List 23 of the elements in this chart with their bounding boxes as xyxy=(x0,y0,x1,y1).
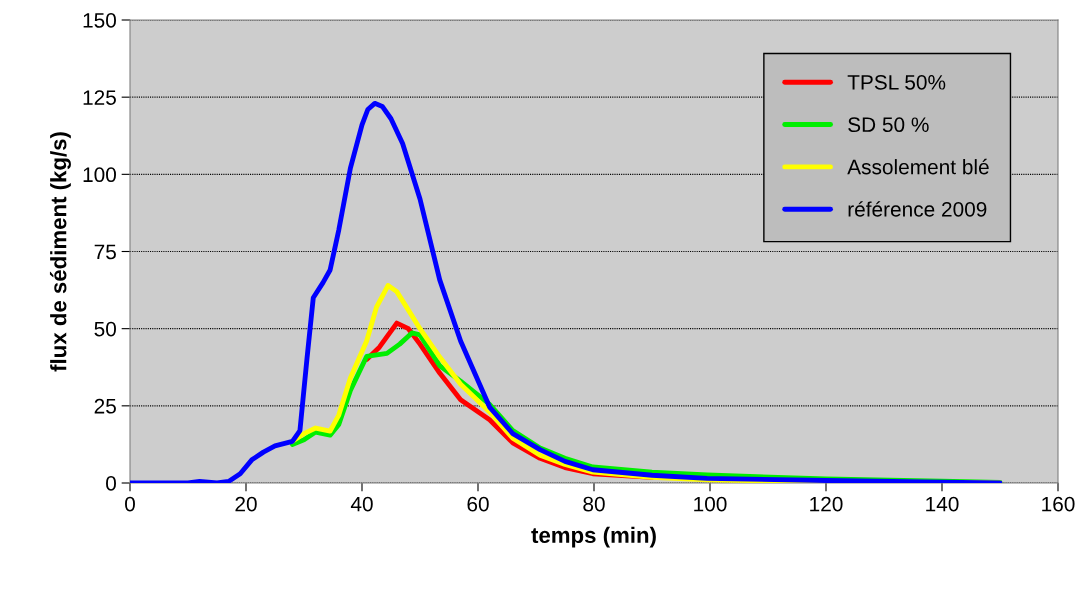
x-tick-label: 140 xyxy=(926,496,959,512)
legend-label: SD 50 % xyxy=(848,117,929,133)
legend-label: Assolement blé xyxy=(847,158,989,175)
legend-label: TPSL 50% xyxy=(847,74,946,90)
y-tick-label: 75 xyxy=(94,244,116,260)
x-tick-label: 60 xyxy=(467,496,489,512)
y-axis-title: flux de sédiment (kg/s) xyxy=(49,132,71,372)
y-tick-label: 50 xyxy=(94,321,116,337)
y-tick-label: 100 xyxy=(83,167,116,183)
y-tick-label: 25 xyxy=(94,398,116,414)
legend-label: référence 2009 xyxy=(848,201,987,217)
x-tick-label: 120 xyxy=(810,496,843,512)
x-tick-label: 40 xyxy=(350,496,373,512)
x-tick-label: 20 xyxy=(235,496,257,512)
x-tick-label: 80 xyxy=(583,496,605,512)
y-tick-label: 150 xyxy=(83,13,116,28)
y-tick-label: 0 xyxy=(106,476,116,491)
line-series xyxy=(130,100,1003,483)
x-axis-title: temps (min) xyxy=(531,526,656,548)
x-tick-label: 160 xyxy=(1042,496,1075,512)
x-tick-label: 0 xyxy=(125,496,135,512)
x-tick-label: 100 xyxy=(694,496,727,512)
y-tick-label: 125 xyxy=(83,90,116,105)
